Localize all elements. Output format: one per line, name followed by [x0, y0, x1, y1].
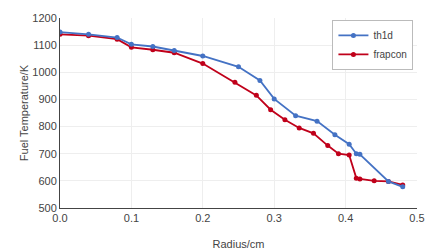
svg-text:500: 500: [38, 202, 56, 214]
svg-text:0.2: 0.2: [195, 212, 210, 224]
svg-text:800: 800: [38, 120, 56, 132]
svg-text:0.4: 0.4: [338, 212, 353, 224]
svg-text:1200: 1200: [32, 12, 56, 24]
svg-text:600: 600: [38, 175, 56, 187]
svg-text:700: 700: [38, 148, 56, 160]
svg-text:0.0: 0.0: [52, 212, 67, 224]
svg-text:th1d: th1d: [373, 30, 392, 41]
svg-text:0.3: 0.3: [267, 212, 282, 224]
svg-text:frapcon: frapcon: [373, 49, 406, 60]
svg-text:900: 900: [38, 93, 56, 105]
svg-text:Fuel Temperature/K: Fuel Temperature/K: [18, 64, 30, 161]
svg-text:1100: 1100: [33, 39, 57, 51]
svg-text:Radius/cm: Radius/cm: [213, 238, 265, 250]
svg-text:1000: 1000: [32, 66, 56, 78]
svg-text:0.5: 0.5: [409, 212, 424, 224]
svg-text:0.1: 0.1: [124, 212, 139, 224]
